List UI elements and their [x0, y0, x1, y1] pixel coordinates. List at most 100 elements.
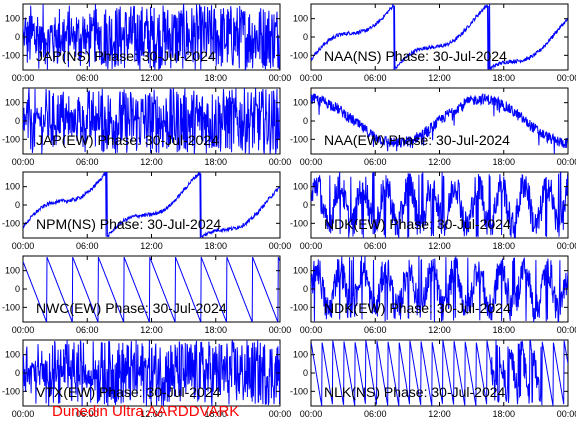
y-tick-label: 0 [303, 284, 308, 294]
panel-6: 1000-10000:0006:0012:0018:0000:00NDK(EW)… [290, 171, 576, 251]
footer-label: Dunedin Ultra AARDDVARK [52, 403, 240, 420]
x-tick-label: 18:00 [204, 241, 227, 251]
panel-10: 1000-10000:0006:0012:0018:0000:00NLK(NS)… [290, 339, 576, 419]
y-tick-label: -100 [2, 50, 20, 60]
x-tick-label: 00:00 [300, 241, 323, 251]
x-tick-label: 12:00 [428, 157, 451, 167]
y-tick-label: -100 [2, 386, 20, 396]
x-tick-label: 06:00 [364, 409, 387, 419]
x-tick-label: 12:00 [428, 325, 451, 335]
y-tick-label: 0 [15, 368, 20, 378]
y-tick-label: 100 [5, 14, 20, 24]
x-tick-label: 06:00 [364, 241, 387, 251]
x-tick-label: 00:00 [269, 409, 292, 419]
y-tick-label: 100 [5, 266, 20, 276]
x-tick-label: 06:00 [364, 157, 387, 167]
phase-series-line [311, 340, 568, 406]
y-tick-label: 0 [15, 32, 20, 42]
panel-title: NPM(NS) Phase: 30-Jul-2024 [36, 216, 221, 232]
x-tick-label: 06:00 [76, 157, 99, 167]
x-tick-label: 12:00 [140, 325, 163, 335]
panel-title: NDK(EW) Phase: 30-Jul-2024 [324, 216, 511, 232]
y-tick-label: 0 [303, 116, 308, 126]
x-tick-label: 00:00 [300, 73, 323, 83]
x-tick-label: 18:00 [492, 73, 515, 83]
phase-series-line [311, 4, 568, 70]
x-tick-label: 00:00 [12, 241, 35, 251]
x-tick-label: 18:00 [492, 241, 515, 251]
y-tick-label: 0 [303, 32, 308, 42]
phase-series-line [23, 340, 280, 406]
x-tick-label: 06:00 [364, 325, 387, 335]
y-tick-label: -100 [2, 134, 20, 144]
x-tick-label: 00:00 [557, 325, 576, 335]
y-tick-label: 0 [15, 116, 20, 126]
panel-title: JAP(EW) Phase: 30-Jul-2024 [36, 132, 219, 148]
x-tick-label: 00:00 [557, 241, 576, 251]
y-tick-label: -100 [290, 50, 308, 60]
x-tick-label: 18:00 [492, 325, 515, 335]
phase-series-line [23, 88, 280, 154]
x-tick-label: 12:00 [428, 409, 451, 419]
x-tick-label: 06:00 [364, 73, 387, 83]
phase-series-line [23, 256, 280, 322]
phase-series-line [311, 256, 568, 322]
y-tick-label: 0 [303, 368, 308, 378]
x-tick-label: 00:00 [269, 157, 292, 167]
panel-title: NDK(EW) Phase: 30-Jul-2024 [324, 300, 511, 316]
y-tick-label: 0 [15, 200, 20, 210]
phase-series-line [23, 172, 280, 238]
x-tick-label: 12:00 [140, 157, 163, 167]
panel-title: NAA(EW) Phase: 30-Jul-2024 [324, 132, 510, 148]
x-tick-label: 06:00 [76, 325, 99, 335]
y-tick-label: 100 [5, 350, 20, 360]
y-tick-label: 100 [293, 266, 308, 276]
x-tick-label: 00:00 [557, 409, 576, 419]
y-tick-label: 100 [5, 98, 20, 108]
y-tick-label: 100 [293, 98, 308, 108]
phase-series-line [311, 93, 568, 154]
phase-series-line [23, 4, 280, 70]
panel-4: 1000-10000:0006:0012:0018:0000:00NAA(EW)… [290, 87, 576, 167]
panel-8: 1000-10000:0006:0012:0018:0000:00NDK(EW)… [290, 255, 576, 335]
x-tick-label: 06:00 [76, 241, 99, 251]
x-tick-label: 18:00 [204, 409, 227, 419]
x-tick-label: 00:00 [300, 157, 323, 167]
x-tick-label: 18:00 [204, 73, 227, 83]
x-tick-label: 00:00 [12, 73, 35, 83]
y-tick-label: 100 [293, 14, 308, 24]
x-tick-label: 00:00 [269, 325, 292, 335]
x-tick-label: 00:00 [557, 73, 576, 83]
y-tick-label: 100 [293, 350, 308, 360]
x-tick-label: 00:00 [269, 73, 292, 83]
x-tick-label: 00:00 [300, 325, 323, 335]
x-tick-label: 12:00 [140, 241, 163, 251]
x-tick-label: 06:00 [76, 73, 99, 83]
x-tick-label: 00:00 [300, 409, 323, 419]
x-tick-label: 06:00 [76, 409, 99, 419]
y-tick-label: -100 [2, 302, 20, 312]
panel-title: NAA(NS) Phase: 30-Jul-2024 [324, 48, 507, 64]
panel-title: NWC(EW) Phase: 30-Jul-2024 [36, 300, 227, 316]
x-tick-label: 00:00 [12, 325, 35, 335]
x-tick-label: 12:00 [428, 73, 451, 83]
panel-title: VTX(EW) Phase: 30-Jul-2024 [36, 384, 221, 400]
panel-title: NLK(NS) Phase: 30-Jul-2024 [324, 384, 506, 400]
x-tick-label: 12:00 [140, 409, 163, 419]
x-tick-label: 18:00 [492, 157, 515, 167]
y-tick-label: 0 [15, 284, 20, 294]
y-tick-label: 100 [293, 182, 308, 192]
y-tick-label: 0 [303, 200, 308, 210]
x-tick-label: 12:00 [140, 73, 163, 83]
x-tick-label: 18:00 [204, 325, 227, 335]
y-tick-label: -100 [290, 134, 308, 144]
panel-2: 1000-10000:0006:0012:0018:0000:00NAA(NS)… [290, 3, 576, 83]
x-tick-label: 00:00 [557, 157, 576, 167]
x-tick-label: 00:00 [12, 157, 35, 167]
x-tick-label: 18:00 [204, 157, 227, 167]
